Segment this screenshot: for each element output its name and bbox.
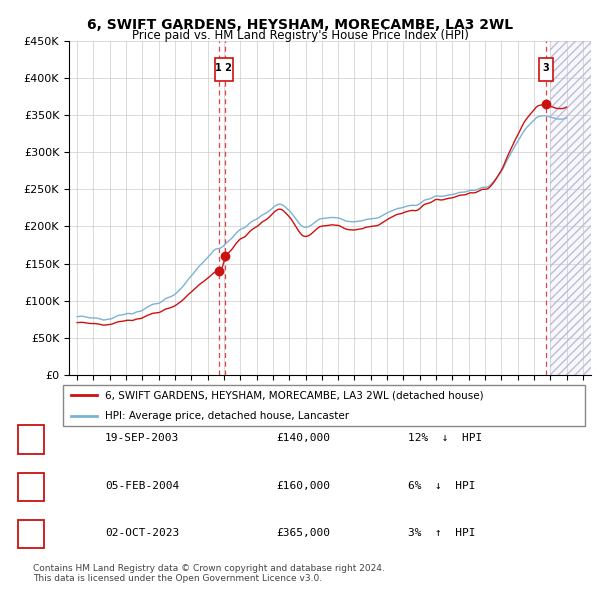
Text: £160,000: £160,000 (276, 481, 330, 490)
Text: 3%  ↑  HPI: 3% ↑ HPI (408, 528, 476, 537)
Text: 6%  ↓  HPI: 6% ↓ HPI (408, 481, 476, 490)
Text: 02-OCT-2023: 02-OCT-2023 (105, 528, 179, 537)
Text: 6, SWIFT GARDENS, HEYSHAM, MORECAMBE, LA3 2WL: 6, SWIFT GARDENS, HEYSHAM, MORECAMBE, LA… (87, 18, 513, 32)
Bar (550, 41, 591, 375)
Text: 3: 3 (27, 528, 35, 537)
Text: Price paid vs. HM Land Registry's House Price Index (HPI): Price paid vs. HM Land Registry's House … (131, 30, 469, 42)
Bar (550, 41, 591, 375)
Text: 1: 1 (27, 434, 35, 443)
Text: Contains HM Land Registry data © Crown copyright and database right 2024.
This d: Contains HM Land Registry data © Crown c… (33, 563, 385, 583)
FancyBboxPatch shape (539, 58, 553, 81)
Text: £140,000: £140,000 (276, 434, 330, 443)
Text: 19-SEP-2003: 19-SEP-2003 (105, 434, 179, 443)
Text: 12%  ↓  HPI: 12% ↓ HPI (408, 434, 482, 443)
Text: 1 2: 1 2 (215, 63, 232, 73)
FancyBboxPatch shape (62, 385, 586, 426)
Text: HPI: Average price, detached house, Lancaster: HPI: Average price, detached house, Lanc… (105, 411, 349, 421)
FancyBboxPatch shape (215, 58, 233, 81)
Text: 3: 3 (542, 63, 550, 73)
Text: 2: 2 (27, 481, 35, 490)
Text: 05-FEB-2004: 05-FEB-2004 (105, 481, 179, 490)
Text: 6, SWIFT GARDENS, HEYSHAM, MORECAMBE, LA3 2WL (detached house): 6, SWIFT GARDENS, HEYSHAM, MORECAMBE, LA… (105, 391, 484, 401)
Text: £365,000: £365,000 (276, 528, 330, 537)
